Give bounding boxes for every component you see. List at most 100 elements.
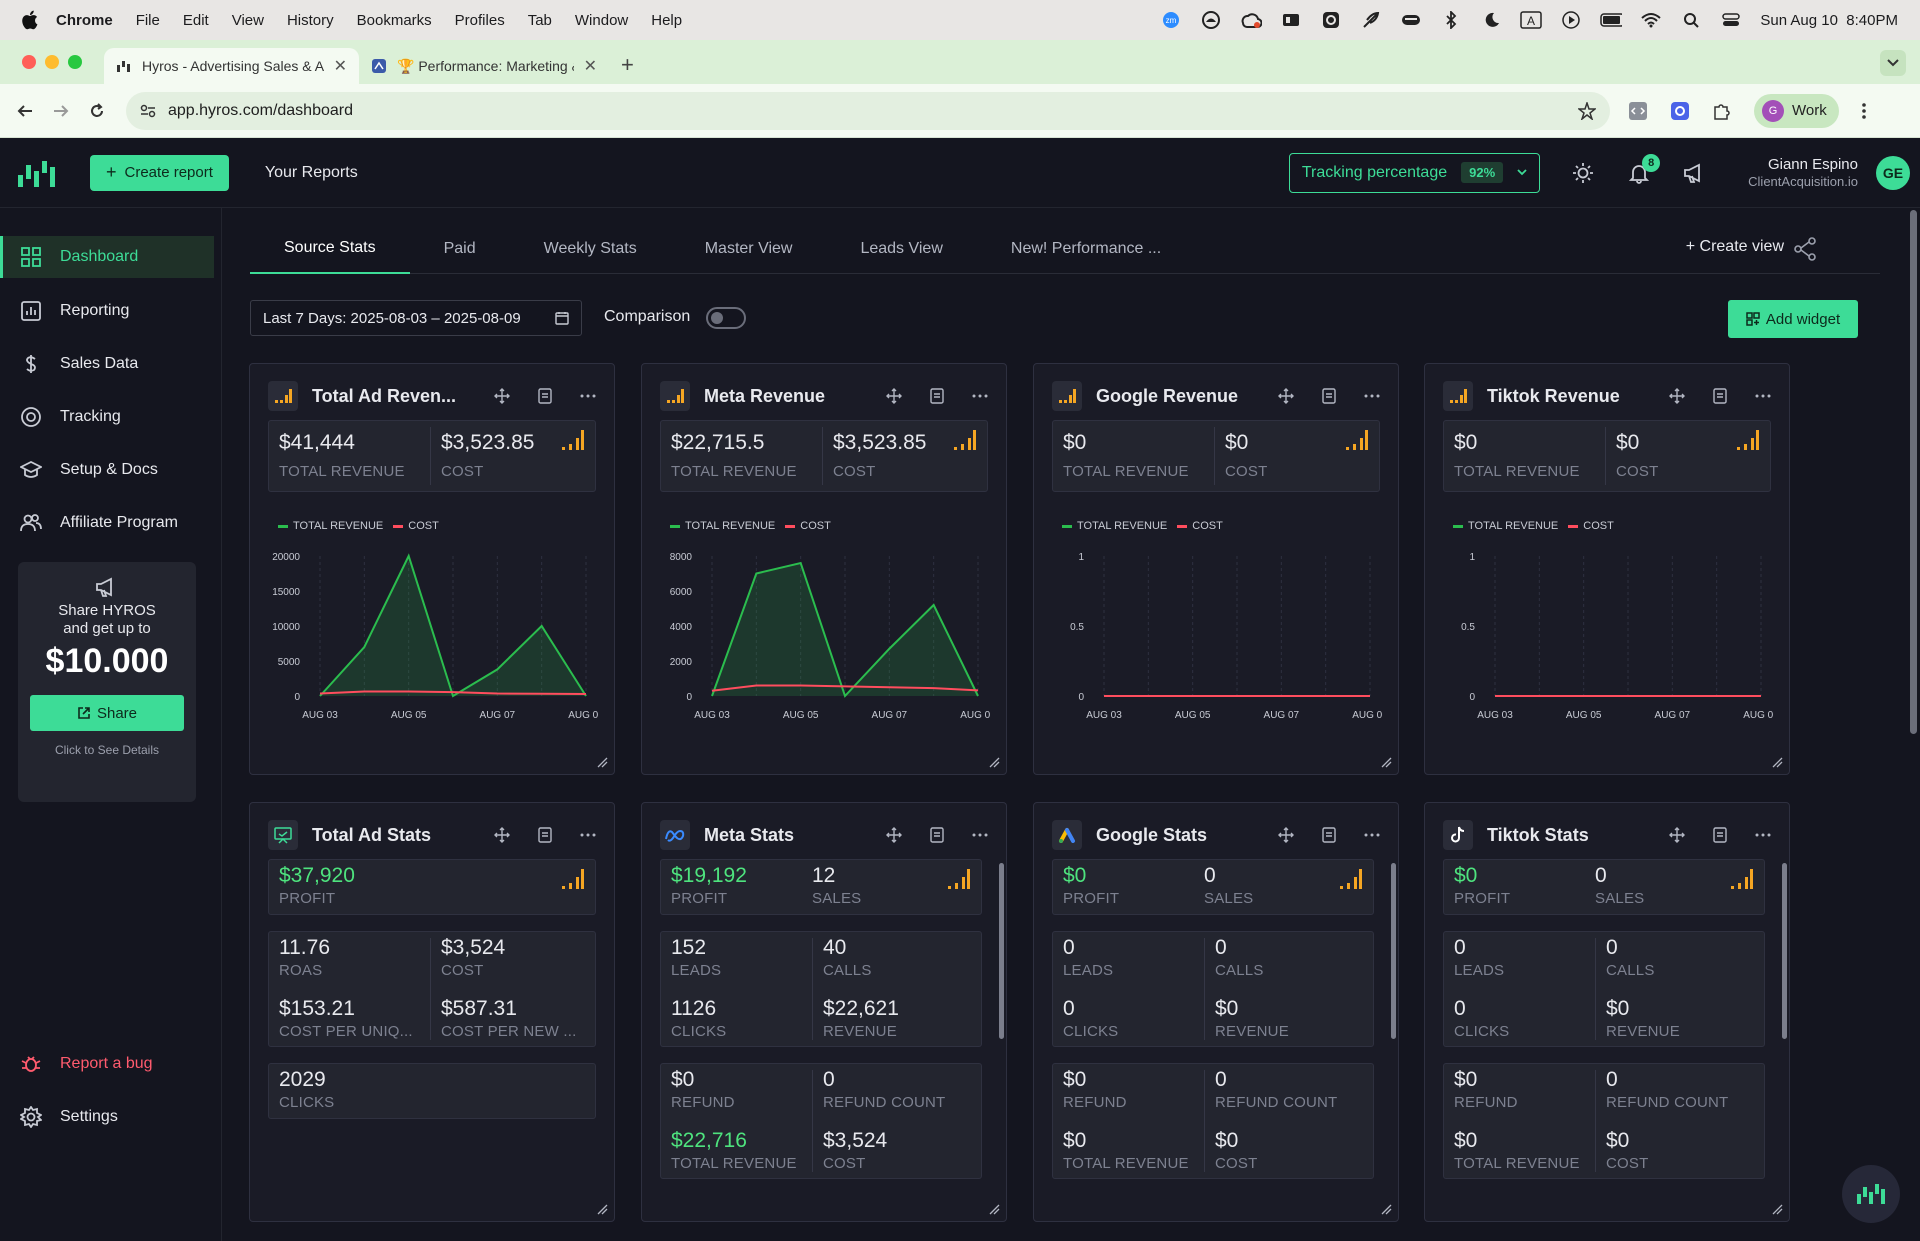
close-window-button[interactable] [22,55,36,69]
play-icon[interactable] [1560,9,1582,31]
menu-edit[interactable]: Edit [182,11,209,29]
sidebar-item-reporting[interactable]: Reporting [0,290,214,332]
drive-icon[interactable] [1400,9,1422,31]
menu-file[interactable]: File [135,11,160,29]
more-icon[interactable] [580,394,596,398]
revenue-chart[interactable]: 0 2000 4000 6000 8000 AUG 03 AUG 05 AUG 07 AUG 0… [660,534,990,744]
your-reports-link[interactable]: Your Reports [264,163,358,181]
browser-tab-hyros[interactable]: Hyros - Advertising Sales & A ✕ [104,48,359,84]
bookmark-star-icon[interactable] [1578,101,1596,120]
card-scrollbar[interactable] [1391,863,1396,1039]
move-icon[interactable] [494,388,510,404]
revenue-chart[interactable]: 0 0.5 1 AUG 03 AUG 05 AUG 07 AUG 09 [1052,534,1382,744]
settings-link[interactable]: Settings [0,1096,214,1138]
comparison-toggle[interactable] [706,307,746,329]
cloud-icon[interactable] [1200,9,1222,31]
resize-handle-icon[interactable] [1380,1203,1392,1215]
add-widget-button[interactable]: Add widget [1728,300,1858,338]
resize-handle-icon[interactable] [1380,756,1392,768]
app-helper-icon[interactable] [1320,9,1342,31]
sidebar-item-dashboard[interactable]: Dashboard [0,236,214,278]
tab-new-performance[interactable]: New! Performance ... [1010,239,1162,257]
move-icon[interactable] [1278,388,1294,404]
address-bar[interactable]: app.hyros.com/dashboard [126,91,1610,130]
minimize-window-button[interactable] [45,55,59,69]
page-scrollbar[interactable] [1910,210,1917,734]
url-text[interactable]: app.hyros.com/dashboard [168,101,353,119]
menu-window[interactable]: Window [574,11,629,29]
reload-icon[interactable] [86,100,108,122]
theme-toggle-sun-icon[interactable] [1570,160,1596,186]
move-icon[interactable] [886,827,902,843]
forward-icon[interactable] [50,100,72,122]
hyros-assistant-button[interactable] [1842,1165,1900,1223]
battery-icon[interactable] [1600,9,1623,31]
menu-profiles[interactable]: Profiles [454,11,505,29]
input-source-icon[interactable]: A [1520,9,1543,31]
more-icon[interactable] [1755,833,1771,837]
user-info[interactable]: Giann Espino ClientAcquisition.io [1748,156,1858,190]
feather-icon[interactable] [1360,9,1382,31]
wifi-icon[interactable] [1640,9,1662,31]
promo-details-link[interactable]: Click to See Details [54,743,160,757]
menu-help[interactable]: Help [651,11,683,29]
creative-cloud-icon[interactable] [1240,9,1263,31]
notes-icon[interactable] [930,388,944,404]
profile-button[interactable]: G Work [1754,93,1839,128]
tab-search-chevron-icon[interactable] [1880,50,1906,76]
zoom-window-button[interactable] [68,55,82,69]
avatar[interactable]: GE [1876,155,1910,190]
cost-series-line[interactable] [711,684,979,692]
share-button[interactable]: Share [30,695,184,731]
close-tab-icon[interactable]: ✕ [333,58,347,75]
bluetooth-icon[interactable] [1440,9,1462,31]
card-scrollbar[interactable] [999,863,1004,1039]
sidebar-item-affiliate-program[interactable]: Affiliate Program [0,502,214,544]
new-tab-icon[interactable]: + [621,52,634,77]
tab-weekly-stats[interactable]: Weekly Stats [543,239,637,257]
menu-history[interactable]: History [286,11,334,29]
tab-paid[interactable]: Paid [443,239,476,257]
tab-leads-view[interactable]: Leads View [860,239,943,257]
revenue-chart[interactable]: 0 0.5 1 AUG 03 AUG 05 AUG 07 AUG 09 [1443,534,1773,744]
resize-handle-icon[interactable] [596,1203,608,1215]
notes-icon[interactable] [1322,827,1336,843]
date-range-picker[interactable]: Last 7 Days: 2025-08-03 – 2025-08-09 [250,300,582,336]
more-icon[interactable] [972,394,988,398]
tab-source-stats[interactable]: Source Stats [250,224,410,274]
create-view-button[interactable]: + Create view [1685,238,1784,255]
search-icon[interactable] [1680,9,1702,31]
move-icon[interactable] [1669,827,1685,843]
site-settings-icon[interactable] [140,104,156,118]
menu-tab[interactable]: Tab [527,11,552,29]
focus-moon-icon[interactable] [1480,9,1502,31]
kebab-menu-icon[interactable] [1861,102,1867,120]
resize-handle-icon[interactable] [988,1203,1000,1215]
sidebar-item-tracking[interactable]: Tracking [0,396,214,438]
close-tab-icon[interactable]: ✕ [583,58,597,75]
notes-icon[interactable] [538,388,552,404]
card-scrollbar[interactable] [1782,863,1787,1039]
sidebar-item-setup-docs[interactable]: Setup & Docs [0,449,214,491]
share-nodes-icon[interactable] [1792,236,1818,262]
tracking-percentage-dropdown[interactable]: Tracking percentage 92% [1288,152,1541,193]
notes-icon[interactable] [1322,388,1336,404]
resize-handle-icon[interactable] [1771,756,1783,768]
tab-master-view[interactable]: Master View [704,239,793,257]
hyros-logo-icon[interactable] [16,155,60,191]
menu-view[interactable]: View [231,11,264,29]
menubar-clock[interactable]: Sun Aug 10 8:40PM [1760,11,1898,29]
gear-extension-icon[interactable] [1670,101,1690,121]
code-extension-icon[interactable] [1628,101,1648,121]
puzzle-extensions-icon[interactable] [1712,101,1732,121]
sidebar-item-sales-data[interactable]: Sales Data [0,343,214,385]
more-icon[interactable] [1364,394,1380,398]
more-icon[interactable] [580,833,596,837]
notes-icon[interactable] [538,827,552,843]
announcements-megaphone-icon[interactable] [1682,160,1708,186]
move-icon[interactable] [494,827,510,843]
resize-handle-icon[interactable] [988,756,1000,768]
more-icon[interactable] [1364,833,1380,837]
notes-icon[interactable] [1713,827,1727,843]
move-icon[interactable] [886,388,902,404]
